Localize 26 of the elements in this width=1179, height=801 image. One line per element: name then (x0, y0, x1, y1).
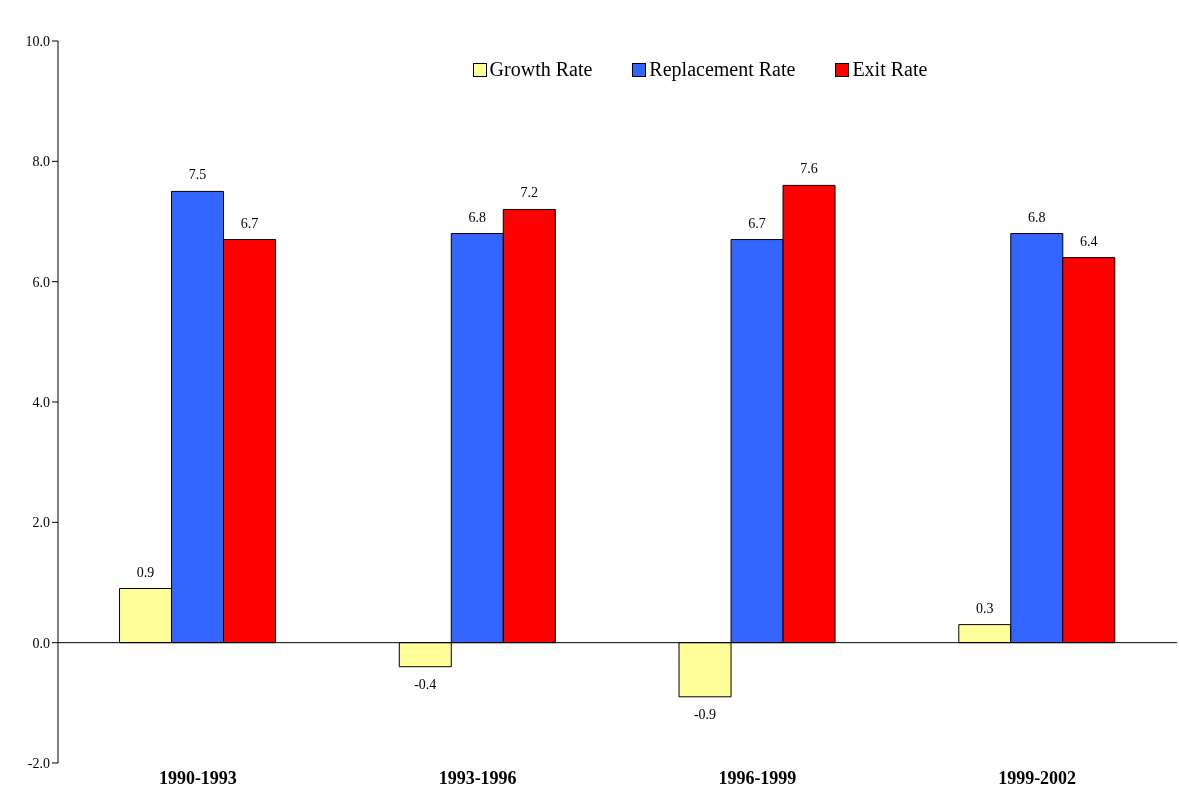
y-tick-label: 6.0 (32, 274, 50, 290)
y-tick-label: 2.0 (32, 515, 50, 531)
data-label: 6.4 (1080, 233, 1098, 249)
data-label: -0.4 (414, 676, 437, 692)
data-label: -0.9 (693, 706, 717, 722)
data-label: 6.7 (748, 215, 766, 231)
legend-label: Exit Rate (852, 58, 928, 81)
x-tick-label: 1996-1999 (718, 767, 797, 788)
legend-label: Replacement Rate (649, 58, 796, 81)
x-tick-label: 1993-1996 (438, 767, 517, 788)
data-label: 6.8 (1028, 209, 1046, 225)
y-tick-label: 8.0 (32, 154, 50, 170)
data-label: 7.2 (520, 185, 539, 201)
x-tick-label: 1990-1993 (158, 767, 237, 788)
y-tick-label: -2.0 (27, 755, 50, 771)
y-tick-label: 10.0 (25, 33, 50, 49)
data-label: 6.8 (468, 209, 487, 225)
y-tick-label: 0.0 (32, 635, 50, 651)
data-label: 0.9 (136, 564, 155, 580)
data-label: 7.6 (800, 161, 818, 177)
data-label: 0.3 (976, 600, 994, 616)
y-tick-label: 4.0 (32, 394, 50, 410)
data-label: 7.5 (188, 167, 207, 183)
x-tick-label: 1999-2002 (998, 767, 1077, 788)
data-label: 6.7 (240, 215, 259, 231)
legend-label: Growth Rate (489, 58, 593, 81)
